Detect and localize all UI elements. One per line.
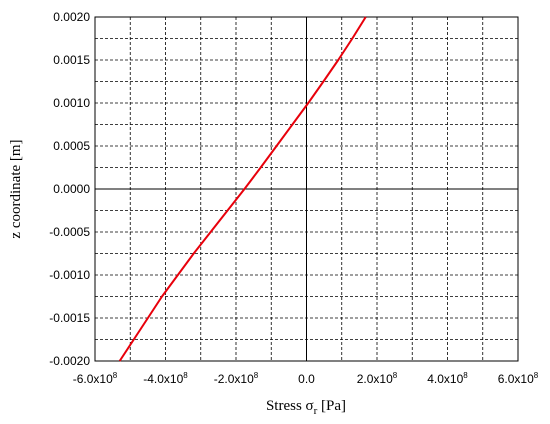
x-tick-label: -2.0x108 xyxy=(214,371,259,386)
series-line-0 xyxy=(118,16,367,362)
x-tick-label: -6.0x108 xyxy=(73,371,118,386)
series-group xyxy=(118,16,367,362)
y-tick-label: 0.0000 xyxy=(53,182,90,196)
y-tick-label: 0.0015 xyxy=(53,53,90,67)
x-tick-label: 0.0 xyxy=(298,372,315,386)
y-tick-label: -0.0020 xyxy=(49,354,90,368)
y-tick-labels: 0.0020 0.0015 0.0010 0.0005 0.0000 -0.0005 -0.… xyxy=(49,10,90,368)
x-tick-label: 2.0x108 xyxy=(357,371,398,386)
y-tick-label: 0.0005 xyxy=(53,139,90,153)
x-axis-title: Stress σr [Pa] xyxy=(266,398,346,417)
x-tick-labels: -6.0x108 -4.0x108 -2.0x108 0.0 2.0x108 4.0x10… xyxy=(73,371,539,386)
y-tick-label: -0.0010 xyxy=(49,268,90,282)
y-tick-label: 0.0020 xyxy=(53,10,90,24)
x-tick-label: 6.0x108 xyxy=(498,371,539,386)
y-tick-label: 0.0010 xyxy=(53,96,90,110)
x-tick-label: -4.0x108 xyxy=(143,371,188,386)
y-tick-label: -0.0005 xyxy=(49,225,90,239)
y-tick-label: -0.0015 xyxy=(49,311,90,325)
x-tick-label: 4.0x108 xyxy=(427,371,468,386)
zero-lines xyxy=(95,17,518,361)
y-axis-title: z coordinate [m] xyxy=(8,139,24,238)
plot-frame xyxy=(94,16,519,362)
